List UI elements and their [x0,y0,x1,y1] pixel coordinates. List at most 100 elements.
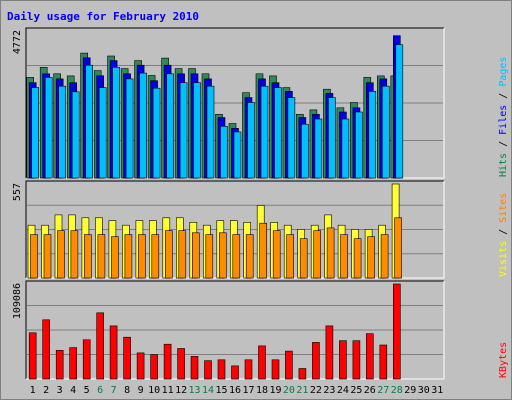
x-tick-label-day-4: 4 [70,385,76,396]
bar-kbytes-day-9 [136,352,145,380]
y-axis-max-label: 109086 [12,283,23,319]
plot-border-dark [25,280,444,379]
bar-pages-day-5 [85,64,93,179]
x-tick-label-day-14: 14 [202,385,214,396]
x-tick-label-day-18: 18 [256,385,268,396]
plot-border-dark [25,180,444,278]
bar-kbytes-day-6 [96,312,104,380]
legend-item-1: / [498,135,509,153]
x-tick-label-day-25: 25 [350,385,362,396]
legend-item-0: Hits [498,153,509,177]
bar-pages-day-6 [98,87,107,179]
x-tick-label-day-26: 26 [364,385,376,396]
x-tick-label-day-22: 22 [310,385,322,396]
legend-item-3: / [498,87,509,105]
bar-sites-day-10 [151,234,160,279]
y-axis-max-label: 557 [12,183,23,201]
x-tick-label-day-19: 19 [269,385,281,396]
bar-kbytes-day-22 [312,342,320,380]
chart-title: Daily usage for February 2010 [7,10,199,23]
bar-sites-day-23 [326,227,335,279]
x-tick-label-day-31: 31 [431,385,443,396]
x-tick-label-day-20: 20 [283,385,295,396]
x-tick-label-day-3: 3 [57,385,63,396]
bar-pages-day-22 [314,118,323,179]
x-tick-label-day-11: 11 [162,385,174,396]
bar-pages-day-11 [166,73,174,179]
bar-kbytes-day-26 [365,333,374,380]
bar-sites-day-4 [70,230,79,279]
bar-kbytes-day-12 [177,348,185,380]
bar-sites-day-25 [353,238,362,279]
bar-kbytes-day-27 [379,344,388,380]
x-tick-label-day-21: 21 [296,385,308,396]
bar-sites-day-19 [272,230,281,279]
bar-pages-day-13 [193,82,201,179]
bar-kbytes-day-1 [28,332,37,380]
panel-legend: Visits / Sites [498,193,509,277]
bar-pages-day-17 [247,102,255,179]
bar-kbytes-day-14 [204,360,212,380]
bar-sites-day-21 [299,238,308,279]
bar-kbytes-day-17 [244,359,253,380]
bar-pages-day-4 [71,91,80,179]
bar-sites-day-5 [84,234,92,279]
bar-sites-day-18 [259,222,268,279]
bar-sites-day-3 [57,230,65,279]
legend-item-0: Visits [498,241,509,277]
series-sites [30,217,402,279]
bar-pages-day-1 [31,87,40,179]
bar-pages-day-23 [328,97,336,179]
panel-hits-files-pages: 4772 Hits / Files / Pages [12,27,509,179]
x-axis-day-labels: 1 2 3 4 5 6 7 8 9 10 11 12 13 14 15 16 17 18 19 20 21 22 23 24 2… [30,385,444,396]
bar-sites-day-26 [367,236,375,279]
series-kbytes [28,283,401,380]
bar-sites-day-20 [286,234,295,279]
bar-kbytes-day-2 [42,319,51,380]
bar-kbytes-day-23 [325,325,334,380]
bar-pages-day-18 [260,85,269,179]
bar-kbytes-day-13 [190,356,199,380]
bar-sites-day-8 [124,234,133,279]
panel-visits-sites: 557 Visits / Sites [12,180,509,279]
x-tick-label-day-29: 29 [404,385,416,396]
x-tick-label-day-16: 16 [229,385,241,396]
bar-kbytes-day-25 [352,340,361,380]
bar-pages-day-9 [139,72,147,179]
x-tick-label-day-7: 7 [111,385,117,396]
x-tick-label-day-10: 10 [148,385,160,396]
bar-kbytes-day-21 [298,368,307,380]
bar-kbytes-day-3 [55,349,64,380]
bar-kbytes-day-5 [82,339,91,380]
x-tick-label-day-17: 17 [242,385,254,396]
x-tick-label-day-1: 1 [30,385,36,396]
bar-sites-day-12 [178,230,187,279]
bar-sites-day-14 [205,234,214,279]
bar-sites-day-7 [111,236,119,279]
panel-kbytes: 109086 KBytes [12,280,509,380]
bar-pages-day-26 [368,91,377,179]
bar-kbytes-day-24 [339,340,347,380]
bar-sites-day-15 [219,232,227,279]
bar-sites-day-17 [245,234,254,279]
bar-sites-day-22 [313,230,322,279]
bar-pages-day-12 [179,82,188,179]
bar-pages-day-7 [112,67,120,179]
x-tick-label-day-23: 23 [323,385,335,396]
x-tick-label-day-5: 5 [84,385,90,396]
bar-sites-day-16 [232,234,241,279]
x-tick-label-day-27: 27 [377,385,389,396]
bar-kbytes-day-7 [109,325,118,380]
x-tick-label-day-15: 15 [215,385,227,396]
panel-legend: KBytes [498,342,509,378]
bar-kbytes-day-19 [271,359,280,380]
legend-item-1: / [498,223,509,241]
bar-sites-day-2 [43,234,52,279]
bar-sites-day-6 [97,234,106,279]
bar-sites-day-27 [380,234,389,279]
legend-item-2: Sites [498,193,509,223]
y-axis-max-label: 4772 [12,30,23,54]
bar-pages-day-14 [206,85,215,179]
